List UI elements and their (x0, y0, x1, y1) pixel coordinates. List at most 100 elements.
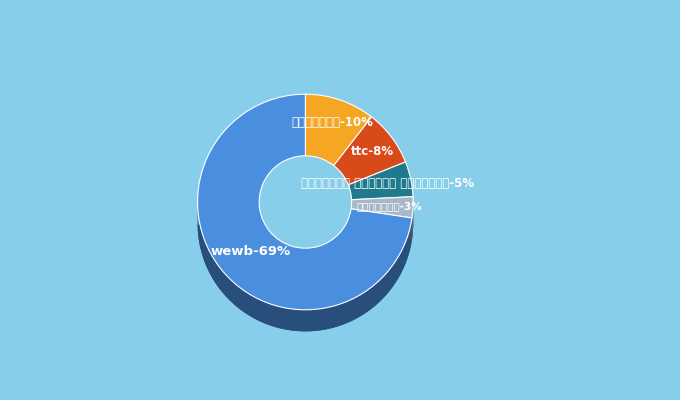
Polygon shape (338, 304, 339, 326)
Polygon shape (254, 296, 255, 319)
Polygon shape (255, 297, 256, 320)
Polygon shape (256, 298, 258, 320)
Polygon shape (403, 246, 404, 269)
Polygon shape (335, 305, 337, 327)
Polygon shape (231, 280, 233, 303)
Polygon shape (325, 308, 327, 330)
Text: প্রবাসী কল্যাণ মন্ত্রী-5%: প্রবাসী কল্যাণ মন্ত্রী-5% (301, 178, 475, 190)
Polygon shape (230, 279, 231, 302)
Polygon shape (198, 224, 412, 331)
Polygon shape (283, 308, 284, 329)
Polygon shape (398, 255, 399, 278)
Polygon shape (279, 307, 282, 329)
Polygon shape (217, 264, 218, 287)
Polygon shape (351, 224, 413, 240)
Polygon shape (341, 303, 343, 325)
Polygon shape (303, 310, 304, 331)
Polygon shape (208, 248, 209, 271)
Polygon shape (299, 310, 301, 331)
Polygon shape (380, 278, 381, 301)
Polygon shape (356, 296, 358, 319)
Polygon shape (395, 261, 396, 284)
Polygon shape (388, 270, 389, 293)
Polygon shape (282, 307, 283, 329)
Polygon shape (261, 300, 262, 322)
Text: সচেতনতা-3%: সচেতনতা-3% (357, 201, 422, 211)
Polygon shape (258, 299, 260, 321)
Polygon shape (309, 310, 311, 331)
Polygon shape (374, 284, 375, 307)
Polygon shape (275, 305, 276, 327)
Polygon shape (389, 269, 390, 292)
Polygon shape (363, 292, 364, 314)
Polygon shape (240, 288, 241, 310)
Polygon shape (241, 288, 243, 311)
Polygon shape (269, 303, 270, 326)
Polygon shape (391, 266, 392, 289)
Polygon shape (228, 278, 230, 300)
Polygon shape (347, 301, 349, 323)
Polygon shape (386, 272, 387, 295)
Polygon shape (219, 266, 220, 290)
Polygon shape (337, 305, 338, 327)
Polygon shape (359, 295, 360, 317)
Polygon shape (211, 254, 212, 277)
Polygon shape (320, 308, 322, 330)
Polygon shape (236, 284, 237, 307)
Polygon shape (288, 308, 289, 330)
Polygon shape (251, 295, 252, 317)
Polygon shape (330, 306, 332, 328)
Wedge shape (351, 197, 413, 218)
Polygon shape (332, 306, 333, 328)
Polygon shape (237, 286, 239, 308)
Polygon shape (265, 302, 267, 324)
Polygon shape (264, 302, 265, 324)
Polygon shape (345, 301, 347, 324)
Polygon shape (343, 302, 344, 325)
Polygon shape (399, 254, 400, 277)
Polygon shape (369, 288, 370, 311)
Polygon shape (327, 307, 328, 329)
Polygon shape (296, 309, 297, 331)
Polygon shape (349, 300, 350, 322)
Polygon shape (307, 310, 309, 331)
Polygon shape (224, 273, 225, 296)
Polygon shape (209, 251, 210, 274)
Polygon shape (301, 310, 303, 331)
Polygon shape (324, 308, 325, 330)
Polygon shape (385, 274, 386, 296)
Polygon shape (401, 249, 403, 272)
Text: wewb-69%: wewb-69% (211, 244, 291, 258)
Polygon shape (317, 309, 319, 331)
Polygon shape (375, 283, 377, 306)
Polygon shape (400, 252, 401, 275)
Polygon shape (291, 309, 292, 330)
Polygon shape (247, 292, 248, 315)
Polygon shape (276, 306, 278, 328)
Polygon shape (319, 309, 320, 330)
Polygon shape (350, 299, 352, 322)
Polygon shape (250, 294, 251, 316)
Polygon shape (344, 302, 345, 324)
Polygon shape (226, 276, 228, 298)
Polygon shape (222, 270, 223, 293)
Polygon shape (312, 310, 314, 331)
Polygon shape (311, 310, 312, 331)
Wedge shape (348, 162, 413, 200)
Polygon shape (333, 306, 335, 328)
Polygon shape (216, 262, 217, 286)
Polygon shape (366, 290, 367, 313)
Polygon shape (248, 293, 250, 316)
Polygon shape (392, 265, 393, 288)
Polygon shape (354, 298, 355, 320)
Polygon shape (393, 264, 394, 286)
Polygon shape (322, 308, 324, 330)
Polygon shape (218, 265, 219, 288)
Polygon shape (358, 296, 359, 318)
Polygon shape (272, 304, 273, 326)
Polygon shape (244, 290, 245, 313)
Polygon shape (360, 294, 362, 316)
Polygon shape (294, 309, 296, 331)
Polygon shape (370, 287, 371, 310)
Wedge shape (305, 94, 371, 166)
